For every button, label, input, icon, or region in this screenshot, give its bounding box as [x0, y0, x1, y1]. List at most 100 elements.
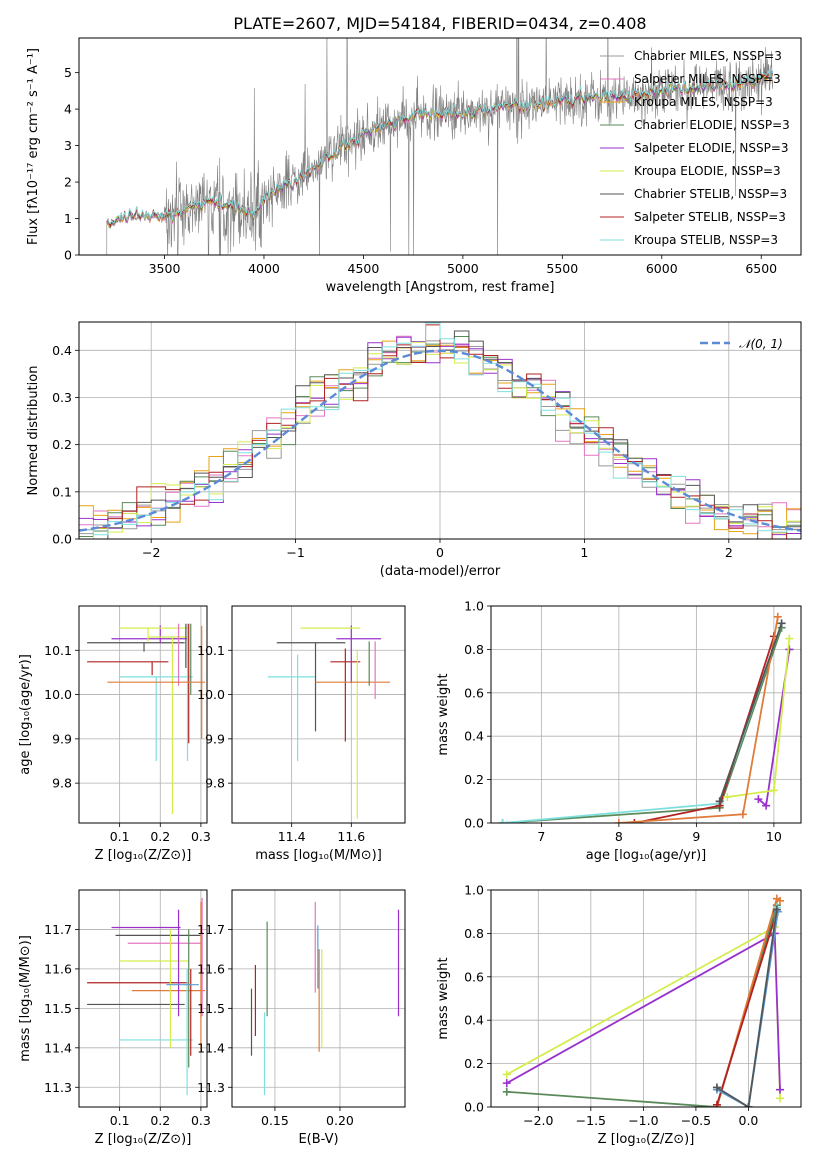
tick-label-y: 0.2 — [52, 437, 72, 452]
series-marker — [712, 1100, 721, 1107]
series-line — [716, 911, 778, 1106]
histogram-kroupa-stelib — [79, 322, 801, 536]
tick-label-x: 2 — [725, 545, 733, 560]
tick-label-x: 7 — [537, 829, 545, 844]
legend-entry: 𝒩(0, 1) — [739, 337, 783, 351]
legend-entry: Salpeter STELIB, NSSP=3 — [634, 210, 786, 224]
x-axis-label: wavelength [Angstrom, rest frame] — [326, 280, 555, 295]
tick-label-y: 10.1 — [44, 643, 72, 658]
series-line — [618, 616, 779, 823]
series-marker — [502, 1079, 511, 1088]
figure-title: PLATE=2607, MJD=54184, FIBERID=0434, z=0… — [233, 14, 646, 33]
y-axis-label: mass [log₁₀(M/M⊙)] — [18, 935, 33, 1062]
axes-frame — [78, 321, 802, 540]
tick-label-y: 0.8 — [464, 642, 484, 657]
series-marker — [772, 905, 781, 914]
panel-massweight_vs_age: 7 8 9 10 0.0 0.2 0.4 0.6 0.8 1.0 age [log₁₀(age/yr… — [436, 599, 802, 863]
plot-area — [87, 897, 205, 1096]
x-axis-label: E(B-V) — [298, 1132, 338, 1147]
tick-label-y: 4 — [64, 102, 72, 117]
series-marker — [775, 896, 784, 905]
tick-label-x: 11.6 — [337, 829, 365, 844]
tick-label-x: 6500 — [745, 261, 777, 276]
tick-label-y: 1.0 — [464, 883, 484, 898]
tick-label-x: 0.20 — [326, 1113, 354, 1128]
y-axis-label: age [log₁₀(age/yr)] — [18, 654, 33, 775]
axes-frame — [490, 889, 802, 1108]
panel-residuals: −2 −1 0 1 2 0.0 0.1 0.2 0.3 0.4 (data-model)/error… — [26, 321, 802, 579]
tick-label-y: 0.4 — [464, 1013, 484, 1028]
series-marker — [630, 819, 639, 823]
tick-label-x: 4000 — [248, 261, 280, 276]
tick-label-x: 5000 — [447, 261, 479, 276]
model-line-kroupa-stelib — [106, 67, 774, 225]
y-axis-label: Flux [fλ10⁻¹⁷ erg cm⁻² s⁻¹ A⁻¹] — [26, 48, 41, 245]
tick-label-x: 4500 — [348, 261, 380, 276]
plot-area — [267, 625, 391, 819]
tick-label-x: 1 — [580, 545, 588, 560]
tick-label-y: 10.0 — [197, 687, 225, 702]
tick-label-x: 0.1 — [110, 1113, 130, 1128]
plot-area — [250, 901, 400, 1096]
tick-label-y: 11.3 — [44, 1080, 72, 1095]
series-line — [502, 623, 783, 823]
axes-frame — [231, 605, 406, 824]
series-line — [502, 627, 783, 823]
tick-label-y: 10.1 — [197, 643, 225, 658]
legend-entry: Chabrier MILES, NSSP=3 — [634, 49, 782, 63]
legend-entry: Kroupa MILES, NSSP=3 — [634, 95, 773, 109]
normal-curve — [79, 349, 801, 532]
plot-area — [498, 612, 794, 823]
tick-label-x: −2.0 — [523, 1113, 553, 1128]
series-line — [506, 904, 778, 1107]
tick-label-x: 6000 — [646, 261, 678, 276]
tick-label-y: 0.0 — [52, 532, 72, 547]
panel-age_vs_Z: 0.1 0.2 0.3 9.8 9.9 10.0 10.1 Z [log₁₀(Z/Z⊙)] ag… — [18, 605, 211, 863]
tick-label-y: 3 — [64, 138, 72, 153]
tick-label-x: −1 — [286, 545, 304, 560]
tick-label-y: 11.7 — [197, 922, 225, 937]
panel-massweight_vs_Z: −2.0 −1.5 −1.0 −0.5 0.0 0.0 0.2 0.4 0.6 0.8 1.0 Z [… — [436, 883, 802, 1147]
panel-spectrum: 3500 4000 4500 5000 5500 6000 6500 0 1 2 3 4 5 wavele… — [26, 37, 802, 295]
axes-frame — [231, 889, 406, 1108]
series-marker — [502, 1070, 511, 1079]
tick-label-x: 0.3 — [191, 1113, 211, 1128]
tick-label-y: 0.1 — [52, 484, 72, 499]
tick-label-x: 9 — [692, 829, 700, 844]
series-marker — [744, 1103, 753, 1107]
series-marker — [785, 634, 794, 643]
x-axis-label: Z [log₁₀(Z/Z⊙)] — [598, 1132, 695, 1147]
tick-label-y: 1.0 — [464, 599, 484, 614]
legend-entry: Chabrier STELIB, NSSP=3 — [634, 187, 787, 201]
series-marker — [502, 1087, 511, 1096]
tick-label-x: 8 — [615, 829, 623, 844]
plot-area — [87, 623, 205, 815]
tick-label-y: 0.3 — [52, 390, 72, 405]
axes-frame — [78, 37, 802, 256]
tick-label-y: 9.8 — [205, 776, 225, 791]
tick-label-x: −1.5 — [576, 1113, 606, 1128]
panel-mass_vs_Z: 0.1 0.2 0.3 11.3 11.4 11.5 11.6 11.7 Z [log₁₀(Z/… — [18, 889, 211, 1147]
tick-label-y: 0.8 — [464, 926, 484, 941]
tick-label-y: 5 — [64, 65, 72, 80]
y-axis-label: mass weight — [436, 673, 451, 755]
axes-frame — [490, 605, 802, 824]
tick-label-y: 0.4 — [464, 729, 484, 744]
series-marker — [773, 612, 782, 621]
series-marker — [775, 1085, 784, 1094]
tick-label-y: 11.5 — [44, 1001, 72, 1016]
tick-label-x: −1.0 — [628, 1113, 658, 1128]
tick-label-y: 9.8 — [52, 776, 72, 791]
panel-mass_vs_ebv: 0.15 0.20 11.3 11.4 11.5 11.6 11.7 E(B-V) — [197, 889, 406, 1147]
y-axis-label: Normed distribution — [26, 366, 41, 496]
tick-label-x: −2 — [142, 545, 160, 560]
series-marker — [769, 786, 778, 795]
legend-entry: Kroupa ELODIE, NSSP=3 — [634, 164, 781, 178]
x-axis-label: mass [log₁₀(M/M⊙)] — [255, 848, 382, 863]
series-marker — [712, 1083, 721, 1092]
spectrum-legend: Chabrier MILES, NSSP=3 Salpeter MILES, NS… — [600, 49, 790, 247]
series-marker — [715, 797, 724, 806]
tick-label-x: 0.2 — [150, 829, 170, 844]
series-line — [634, 636, 775, 823]
